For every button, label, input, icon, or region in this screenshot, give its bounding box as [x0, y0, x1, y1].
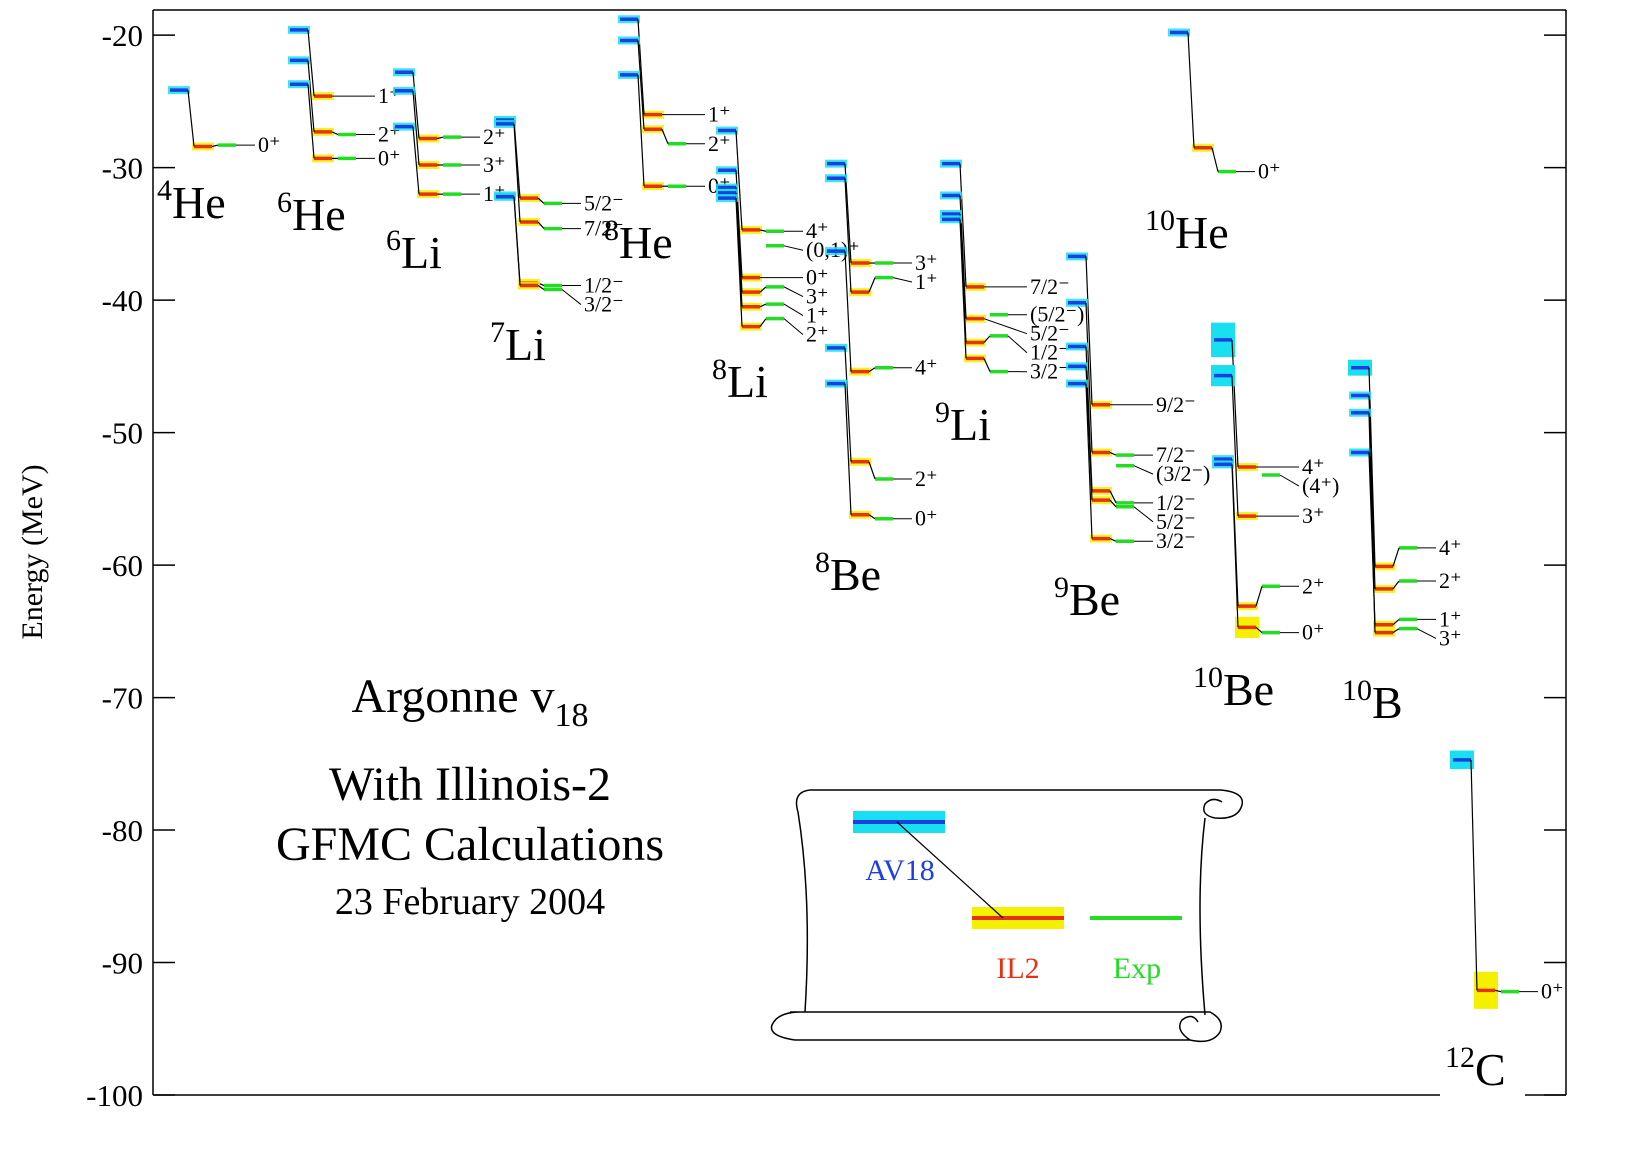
element-symbol: Be [830, 549, 881, 600]
state-label: 3⁺ [483, 152, 506, 177]
y-tick-label: -100 [86, 1078, 143, 1113]
element-symbol: Be [1223, 664, 1274, 715]
state-label: 2⁺ [1302, 573, 1325, 598]
element-symbol: He [292, 189, 346, 240]
state-label: (4⁺) [1302, 473, 1339, 498]
state-label: 3/2⁻ [1156, 528, 1196, 553]
mass-number: 8 [712, 353, 727, 386]
subtitle: GFMC Calculations [276, 818, 664, 871]
element-symbol: Li [727, 356, 768, 407]
y-tick-label: -60 [102, 548, 143, 583]
state-label: 4⁺ [1439, 535, 1462, 560]
state-label: 0⁺ [1258, 159, 1281, 184]
element-symbol: Li [505, 319, 546, 370]
mass-number: 10 [1193, 661, 1223, 694]
state-label: (3/2⁻) [1156, 461, 1210, 486]
mass-number: 6 [386, 224, 401, 257]
y-tick-label: -50 [102, 416, 143, 451]
y-tick-label: -80 [102, 813, 143, 848]
mass-number: 6 [277, 186, 292, 219]
mass-number: 8 [815, 546, 830, 579]
y-tick-label: -30 [102, 151, 143, 186]
subtitle: 23 February 2004 [335, 881, 605, 923]
mass-number: 10 [1342, 674, 1372, 707]
state-label: 3/2⁻ [1030, 359, 1070, 384]
state-label: 2⁺ [915, 466, 938, 491]
y-tick-label: -20 [102, 18, 143, 53]
legend-label: AV18 [865, 854, 934, 887]
state-label: 2⁺ [1439, 568, 1462, 593]
state-label: 0⁺ [1541, 979, 1564, 1004]
legend-label: Exp [1113, 952, 1161, 985]
mass-number: 10 [1145, 204, 1175, 237]
y-tick-label: -70 [102, 681, 143, 716]
state-label: 5/2⁻ [584, 190, 624, 215]
state-label: 4⁺ [915, 355, 938, 380]
state-label: 0⁺ [1302, 620, 1325, 645]
state-label: 3⁺ [1439, 625, 1462, 650]
element-symbol: C [1475, 1044, 1506, 1095]
element-symbol: Li [950, 399, 991, 450]
y-tick-label: -40 [102, 283, 143, 318]
element-symbol: He [619, 217, 673, 268]
mass-number: 8 [604, 214, 619, 247]
state-label: 3⁺ [1302, 503, 1325, 528]
y-axis-label: Energy (MeV) [16, 464, 49, 639]
mass-number: 9 [1054, 571, 1069, 604]
mass-number: 12 [1445, 1041, 1475, 1074]
y-tick-label: -90 [102, 946, 143, 981]
legend-label: IL2 [996, 952, 1039, 985]
state-label: 0⁺ [258, 132, 281, 157]
element-symbol: He [172, 177, 226, 228]
state-label: 1⁺ [915, 269, 938, 294]
state-label: 0⁺ [915, 506, 938, 531]
state-label: 1⁺ [708, 102, 731, 127]
subtitle: With Illinois-2 [329, 758, 611, 811]
mass-number: 9 [935, 396, 950, 429]
state-label: 0⁺ [378, 145, 401, 170]
element-symbol: Be [1069, 574, 1120, 625]
mass-number: 4 [157, 174, 172, 207]
state-label: 3/2⁻ [584, 292, 624, 317]
state-label: 2⁺ [806, 322, 829, 347]
title-subscript: 18 [555, 697, 589, 734]
mass-number: 7 [490, 316, 505, 349]
state-label: 9/2⁻ [1156, 392, 1196, 417]
element-symbol: Li [401, 227, 442, 278]
title-text: Argonne v [351, 670, 554, 723]
element-symbol: B [1372, 677, 1403, 728]
chart: Energy (MeV) Argonne v18 With Illinois-2… [0, 0, 1632, 1153]
element-symbol: He [1175, 207, 1229, 258]
state-label: 7/2⁻ [1030, 274, 1070, 299]
